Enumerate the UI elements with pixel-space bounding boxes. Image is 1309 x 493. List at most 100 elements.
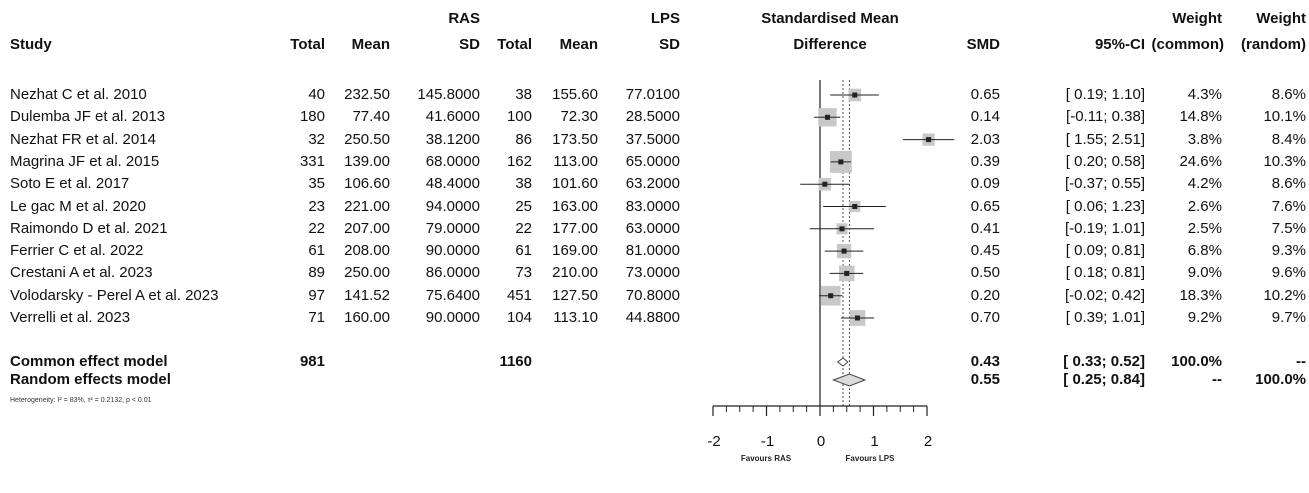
header-lps-total: Total xyxy=(497,36,532,53)
study-name: Soto E et al. 2017 xyxy=(10,175,130,193)
header-weight-common-1: Weight xyxy=(1172,10,1222,27)
point-estimate xyxy=(854,315,860,321)
weight-common: 3.8% xyxy=(1187,130,1222,148)
x-tick-label: 1 xyxy=(870,433,879,450)
study-name: Verrelli et al. 2023 xyxy=(10,309,131,326)
summary-ci: [ 0.25; 0.84] xyxy=(1063,371,1145,388)
ras-mean: 139.00 xyxy=(344,152,390,170)
ras-sd: 86.0000 xyxy=(425,264,480,282)
lps-mean: 155.60 xyxy=(552,86,598,103)
ras-total: 180 xyxy=(299,108,325,126)
weight-common: 4.3% xyxy=(1187,86,1222,103)
header-smd: SMD xyxy=(966,36,1000,53)
lps-total: 162 xyxy=(506,152,532,170)
summary-diamond xyxy=(836,357,849,367)
weight-random: 10.2% xyxy=(1263,286,1306,304)
heterogeneity-text: Heterogeneity: I² = 83%, τ² = 0.2132, p … xyxy=(10,397,152,404)
ras-total: 331 xyxy=(299,152,325,170)
weight-common: 2.6% xyxy=(1187,197,1222,215)
summary-weight-common: -- xyxy=(1212,371,1222,388)
ci-value: [ 0.20; 0.58] xyxy=(1065,152,1145,170)
point-estimate xyxy=(824,114,830,120)
study-name: Ferrier C et al. 2022 xyxy=(10,242,144,260)
ras-total: 89 xyxy=(308,264,325,282)
lps-mean: 163.00 xyxy=(552,197,598,215)
point-estimate xyxy=(926,137,932,143)
ras-total: 22 xyxy=(308,219,325,237)
lps-mean: 113.00 xyxy=(553,152,598,170)
summary-label: Common effect model xyxy=(10,353,168,370)
weight-random: 7.5% xyxy=(1271,219,1306,237)
ras-sd: 145.8000 xyxy=(417,86,480,103)
study-name: Magrina JF et al. 2015 xyxy=(10,152,160,170)
ci-value: [ 0.06; 1.23] xyxy=(1065,197,1145,215)
favours-left-label: Favours RAS xyxy=(740,454,792,463)
smd-value: 0.45 xyxy=(970,242,1000,260)
group-label-ras: RAS xyxy=(448,10,480,27)
x-tick-label: 2 xyxy=(923,433,933,450)
lps-total: 61 xyxy=(515,242,532,260)
lps-total: 104 xyxy=(506,309,532,326)
lps-sd: 63.2000 xyxy=(625,175,680,193)
lps-total: 100 xyxy=(506,108,532,126)
study-name: Dulemba JF et al. 2013 xyxy=(10,108,166,126)
ras-total: 32 xyxy=(308,130,325,148)
smd-value: 0.20 xyxy=(970,286,1000,304)
study-name: Raimondo D et al. 2021 xyxy=(10,219,168,237)
x-tick-label: 0 xyxy=(816,433,826,450)
header-study: Study xyxy=(10,36,52,53)
lps-mean: 210.00 xyxy=(552,264,598,282)
header-ras-mean: Mean xyxy=(351,36,390,53)
header-ras-total: Total xyxy=(290,36,325,53)
weight-random: 9.7% xyxy=(1271,309,1306,326)
ras-mean: 250.50 xyxy=(344,130,390,148)
weight-common: 14.8% xyxy=(1179,108,1222,126)
ras-total: 71 xyxy=(308,309,325,326)
point-estimate xyxy=(844,270,850,276)
study-name: Le gac M et al. 2020 xyxy=(10,197,146,215)
smd-value: 0.41 xyxy=(970,219,1000,237)
lps-total: 25 xyxy=(515,197,532,215)
ras-total: 61 xyxy=(308,242,325,260)
ras-mean: 160.00 xyxy=(344,309,390,326)
ci-value: [-0.37; 0.55] xyxy=(1064,175,1145,193)
smd-value: 0.14 xyxy=(970,108,1000,126)
weight-common: 24.6% xyxy=(1179,152,1222,170)
lps-total: 38 xyxy=(515,86,532,103)
lps-mean: 173.50 xyxy=(552,130,598,148)
group-label-lps: LPS xyxy=(650,10,680,27)
point-estimate xyxy=(822,181,828,187)
study-name: Crestani A et al. 2023 xyxy=(10,264,153,282)
point-estimate xyxy=(838,159,844,165)
ras-mean: 250.00 xyxy=(344,264,390,282)
weight-common: 18.3% xyxy=(1179,286,1222,304)
smd-value: 0.39 xyxy=(970,152,1000,170)
ci-value: [ 1.55; 2.51] xyxy=(1065,130,1145,148)
ras-total: 40 xyxy=(308,86,325,103)
weight-common: 4.2% xyxy=(1187,175,1222,193)
ras-mean: 221.00 xyxy=(344,197,390,215)
smd-value: 0.70 xyxy=(970,309,1000,326)
plot-title-line-2: Difference xyxy=(793,36,867,53)
weight-random: 10.3% xyxy=(1263,152,1306,170)
lps-mean: 113.10 xyxy=(553,309,598,326)
ras-mean: 141.52 xyxy=(344,286,390,304)
smd-value: 0.09 xyxy=(970,175,1000,193)
study-name: Nezhat C et al. 2010 xyxy=(10,86,147,103)
summary-lps-total: 1160 xyxy=(499,353,532,370)
weight-random: 7.6% xyxy=(1271,197,1306,215)
x-tick-label: -1 xyxy=(760,433,775,450)
lps-sd: 63.0000 xyxy=(625,219,680,237)
study-name: Volodarsky - Perel A et al. 2023 xyxy=(10,286,219,304)
lps-sd: 77.0100 xyxy=(625,86,680,103)
plot-title-line-1: Standardised Mean xyxy=(761,10,899,27)
ras-sd: 90.0000 xyxy=(425,242,480,260)
smd-value: 0.65 xyxy=(970,86,1000,103)
smd-value: 0.65 xyxy=(970,197,1000,215)
ras-total: 35 xyxy=(308,175,325,193)
ras-mean: 106.60 xyxy=(344,175,390,193)
lps-mean: 101.60 xyxy=(552,175,598,193)
summary-smd: 0.55 xyxy=(970,371,1000,388)
ras-sd: 38.1200 xyxy=(425,130,480,148)
